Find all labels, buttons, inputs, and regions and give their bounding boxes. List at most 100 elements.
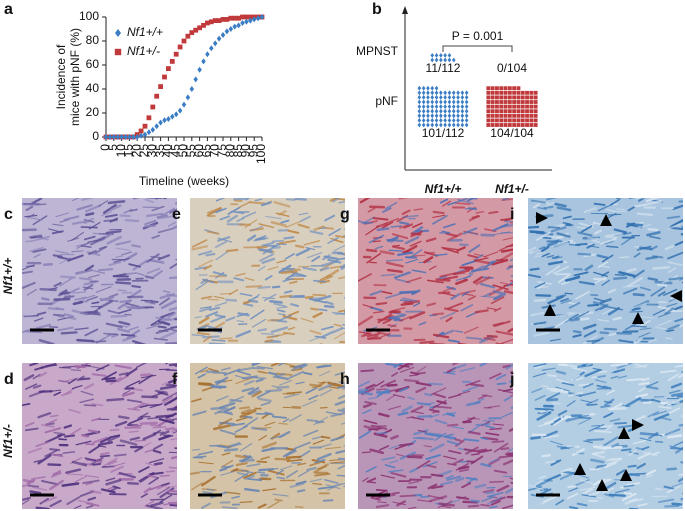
texture [329, 459, 341, 462]
texture [625, 396, 642, 408]
texture [41, 496, 58, 504]
texture [306, 466, 317, 472]
x-tick-label: 20 [129, 144, 143, 158]
texture [102, 457, 118, 468]
texture [285, 198, 296, 201]
texture [485, 491, 495, 495]
texture [113, 273, 127, 278]
texture [537, 411, 546, 415]
texture [559, 471, 576, 481]
texture [579, 414, 590, 418]
texture [57, 326, 74, 332]
value-label: 101/112 [422, 126, 465, 140]
dot [525, 104, 529, 109]
texture [143, 487, 152, 494]
texture [387, 324, 397, 328]
texture [213, 295, 225, 299]
texture [49, 448, 61, 452]
texture [545, 398, 559, 402]
texture [119, 214, 131, 218]
texture [22, 499, 30, 505]
texture [278, 430, 291, 439]
texture [665, 337, 673, 340]
texture [84, 328, 99, 337]
texture [491, 440, 505, 443]
texture [35, 506, 50, 509]
texture [568, 391, 583, 397]
texture [632, 439, 647, 445]
texture [446, 475, 462, 481]
texture [547, 235, 564, 239]
dot [529, 123, 534, 127]
marker [138, 132, 144, 139]
texture [135, 272, 145, 276]
texture [257, 285, 271, 290]
texture [121, 251, 133, 256]
texture [368, 234, 385, 244]
texture [32, 248, 47, 253]
texture [283, 290, 293, 294]
texture [303, 429, 319, 437]
texture [282, 448, 297, 458]
texture [388, 469, 404, 473]
texture [91, 269, 106, 274]
texture [610, 363, 629, 367]
dot [499, 118, 504, 123]
texture [466, 477, 477, 484]
texture [144, 219, 157, 226]
texture [432, 214, 446, 218]
texture [295, 248, 310, 257]
texture [270, 363, 282, 367]
texture [470, 453, 480, 456]
axis-arrow [402, 6, 408, 14]
texture [309, 461, 321, 467]
texture [251, 363, 257, 365]
texture [236, 471, 248, 476]
dot [495, 100, 499, 104]
texture [159, 293, 175, 300]
texture [314, 458, 326, 464]
texture [458, 468, 470, 473]
texture [262, 297, 276, 299]
texture [605, 232, 623, 238]
texture [615, 208, 625, 211]
texture [380, 379, 397, 388]
texture [628, 450, 637, 456]
texture [157, 254, 171, 261]
texture [369, 448, 385, 455]
texture [442, 275, 459, 281]
texture [273, 201, 291, 208]
texture [631, 302, 648, 310]
texture [409, 311, 426, 320]
texture [92, 462, 102, 466]
dot [464, 99, 469, 105]
texture [84, 204, 102, 213]
texture [256, 366, 273, 370]
texture [399, 387, 409, 393]
marker [208, 19, 214, 25]
texture [276, 469, 285, 475]
texture [575, 243, 588, 246]
texture [49, 414, 59, 418]
texture [319, 443, 332, 449]
texture [509, 222, 513, 224]
texture [215, 250, 229, 261]
texture [589, 468, 599, 471]
texture [100, 488, 116, 494]
texture [335, 235, 345, 239]
texture [567, 485, 577, 489]
arrowhead [536, 212, 548, 224]
x-tick-label: 45 [168, 144, 182, 158]
marker [228, 15, 234, 21]
texture [165, 363, 169, 365]
texture [319, 406, 328, 409]
texture [211, 339, 226, 342]
texture [532, 372, 547, 378]
dot [426, 113, 430, 119]
dot [529, 118, 534, 123]
texture [328, 386, 339, 389]
texture [486, 334, 498, 338]
texture [219, 215, 231, 221]
texture [120, 333, 136, 337]
dot [456, 108, 460, 114]
